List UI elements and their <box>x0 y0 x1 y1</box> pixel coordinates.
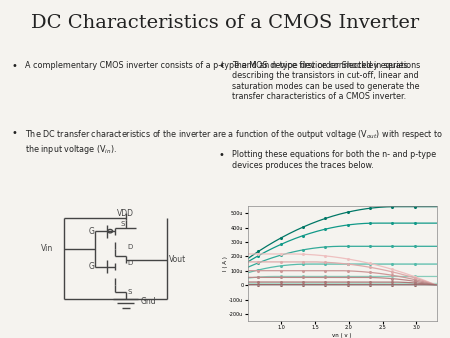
Text: D: D <box>128 244 133 250</box>
Text: A complementary CMOS inverter consists of a p-type and an n-type device connecte: A complementary CMOS inverter consists o… <box>25 61 410 70</box>
Text: S: S <box>128 289 132 295</box>
Text: Vout: Vout <box>169 255 186 264</box>
Text: •: • <box>11 128 17 139</box>
Text: Gnd: Gnd <box>140 297 156 306</box>
Text: The DC transfer characteristics of the inverter are a function of the output vol: The DC transfer characteristics of the i… <box>25 128 443 156</box>
Text: G: G <box>89 262 94 271</box>
Text: VDD: VDD <box>117 209 134 218</box>
Text: D: D <box>128 260 133 266</box>
Y-axis label: I ( A ): I ( A ) <box>223 256 228 271</box>
Text: •: • <box>11 61 17 71</box>
Text: The MOS device first order Shockley equations describing the transistors in cut-: The MOS device first order Shockley equa… <box>232 61 420 101</box>
Text: G: G <box>89 227 94 236</box>
Text: Vin: Vin <box>41 244 53 254</box>
Text: Plotting these equations for both the n- and p-type devices produces the traces : Plotting these equations for both the n-… <box>232 150 436 170</box>
X-axis label: vn ( v ): vn ( v ) <box>332 333 352 338</box>
Text: S: S <box>120 221 125 227</box>
Text: •: • <box>218 61 224 71</box>
Text: DC Characteristics of a CMOS Inverter: DC Characteristics of a CMOS Inverter <box>31 14 419 31</box>
Text: •: • <box>218 150 224 161</box>
